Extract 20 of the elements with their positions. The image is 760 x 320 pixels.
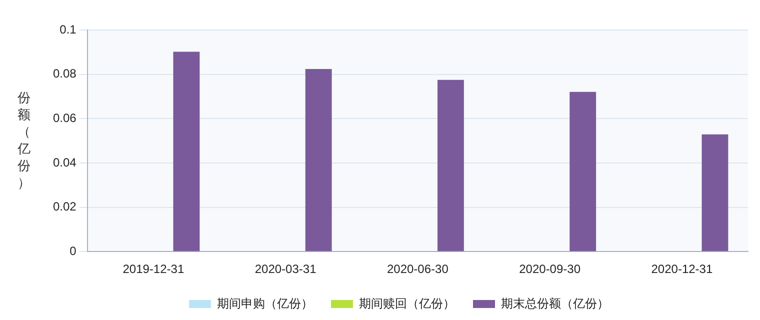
bar — [305, 69, 332, 252]
bar — [173, 52, 200, 252]
bar — [570, 92, 596, 252]
legend-label: 期间申购（亿份） — [217, 296, 313, 310]
x-tick-label: 2020-03-31 — [254, 262, 317, 276]
x-tick-label: 2020-12-31 — [651, 262, 713, 276]
bar — [437, 80, 464, 252]
y-tick-label: 0.08 — [52, 66, 77, 81]
y-tick-label: 0.1 — [60, 22, 77, 36]
y-axis-title: 份额（亿份） — [16, 90, 32, 192]
x-tick-label: 2019-12-31 — [122, 262, 184, 276]
bar — [702, 134, 728, 252]
y-tick-label: 0.06 — [52, 110, 77, 125]
legend-label: 期末总份额（亿份） — [501, 296, 609, 310]
x-tick-label: 2020-09-30 — [519, 262, 581, 276]
y-tick-label: 0 — [70, 244, 77, 258]
y-tick-label: 0.02 — [52, 200, 77, 214]
legend-label: 期间赎回（亿份） — [359, 296, 455, 310]
x-tick-label: 2020-06-30 — [386, 262, 449, 276]
y-tick-label: 0.04 — [52, 155, 77, 170]
